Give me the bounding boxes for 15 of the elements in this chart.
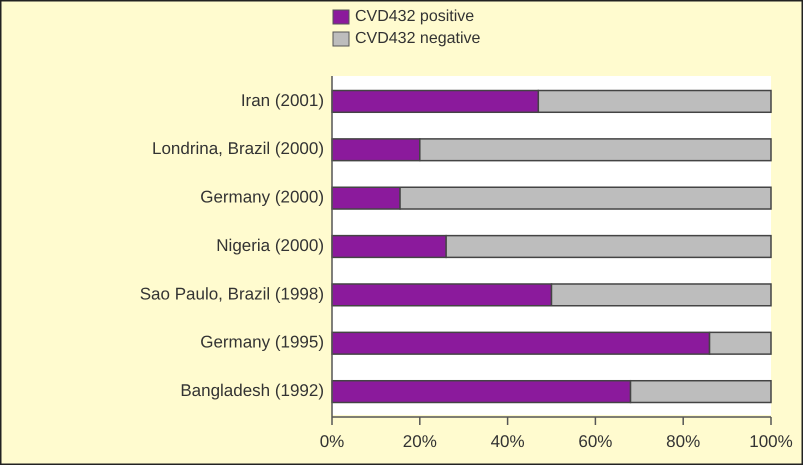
- x-tick-label: 0%: [320, 432, 344, 451]
- x-tick-label: 40%: [490, 432, 525, 451]
- x-tick-label: 20%: [402, 432, 437, 451]
- y-tick-label: Bangladesh (1992): [180, 381, 324, 400]
- y-tick-label: Sao Paulo, Brazil (1998): [140, 284, 324, 304]
- x-tick-label: 100%: [749, 432, 793, 451]
- x-tick-label: 60%: [578, 432, 612, 451]
- y-tick-label: Nigeria (2000): [216, 236, 324, 255]
- legend-label: CVD432 positive: [355, 8, 474, 26]
- y-tick-label: Germany (2000): [200, 188, 324, 207]
- legend-label: CVD432 negative: [355, 30, 481, 48]
- y-tick-label: Germany (1995): [200, 332, 324, 352]
- y-tick-label: Iran (2001): [240, 90, 324, 110]
- y-tick-label: Londrina, Brazil (2000): [152, 139, 324, 158]
- x-tick-label: 80%: [666, 432, 700, 451]
